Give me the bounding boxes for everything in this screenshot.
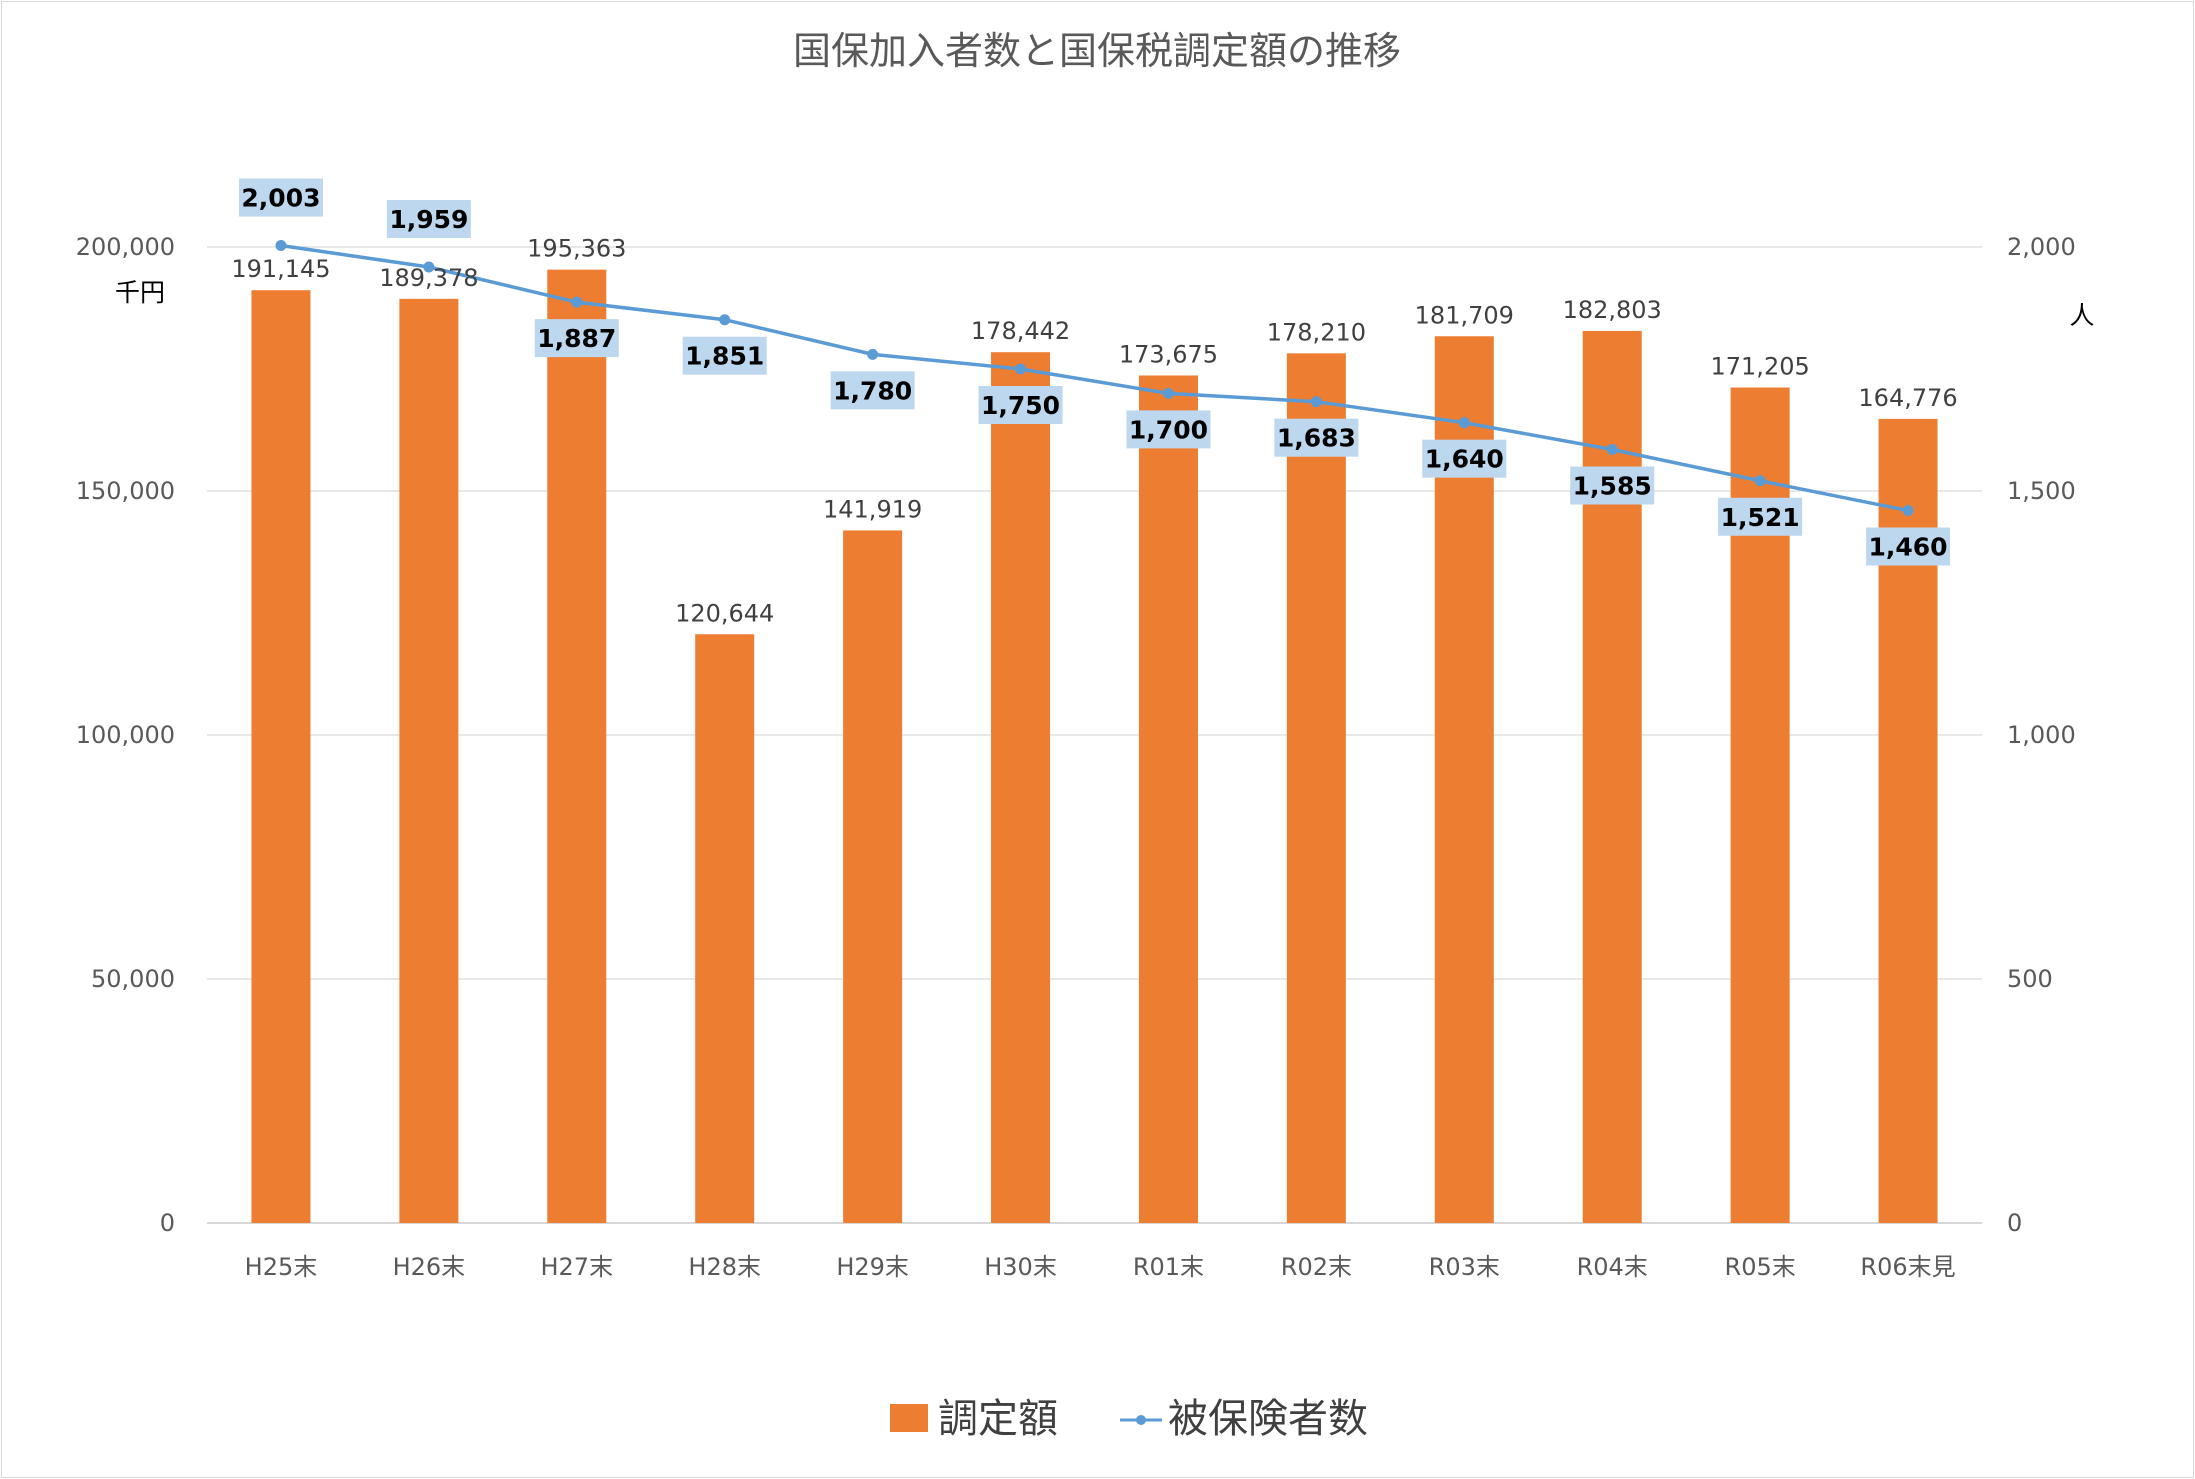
- legend-swatch-bar: [890, 1404, 928, 1432]
- line-data-label: 1,683: [1277, 424, 1356, 453]
- bar-data-label: 181,709: [1415, 301, 1514, 329]
- line-data-label-box: [1274, 418, 1359, 457]
- line-data-label: 2,003: [241, 184, 320, 213]
- right-axis-tick-label: 1,000: [2007, 721, 2076, 749]
- x-axis-tick-label: R01末: [1133, 1253, 1204, 1281]
- line-data-label: 1,521: [1721, 503, 1800, 532]
- x-axis-tick-label: R03末: [1429, 1253, 1500, 1281]
- x-axis-tick-label: H27末: [540, 1253, 613, 1281]
- line-data-label: 1,851: [685, 342, 764, 371]
- bar: [399, 298, 459, 1224]
- line-series: 191,145 189,378 195,363 120,644 141,919 178,4…: [231, 178, 1958, 627]
- line-data-label: 1,887: [537, 324, 616, 353]
- line-data-label-box: [386, 200, 471, 239]
- line-data-label-box: [534, 319, 619, 358]
- series-line: [280, 243, 1909, 513]
- legend-label-line: 被保険者数: [1168, 1396, 1368, 1442]
- chart-title: 国保加入者数と国保税調定額の推移: [793, 29, 1401, 73]
- line-data-label-box: [682, 336, 767, 375]
- bar: [1582, 330, 1642, 1223]
- axes: 0 50,000 100,000 150,000 200,000 0 500 1,000 1,5…: [76, 233, 2076, 1281]
- line-point: [1606, 444, 1618, 456]
- left-axis-tick-label: 50,000: [91, 965, 175, 993]
- left-axis-tick-label: 100,000: [76, 721, 175, 749]
- line-data-label: 1,750: [981, 391, 1060, 420]
- line-data-label-box: [1718, 497, 1803, 536]
- bar: [991, 352, 1051, 1224]
- line-data-label-box: [238, 178, 323, 217]
- right-axis-tick-label: 500: [2007, 965, 2053, 993]
- line-data-label-box: [1422, 439, 1507, 478]
- right-axis-tick-label: 2,000: [2007, 233, 2076, 261]
- line-point: [867, 348, 879, 360]
- line-point: [719, 314, 731, 326]
- line-data-label: 1,640: [1425, 445, 1504, 474]
- right-axis-tick-label: 1,500: [2007, 477, 2076, 505]
- line-point: [1310, 396, 1322, 408]
- x-axis-tick-label: H30末: [984, 1253, 1057, 1281]
- line-point: [1162, 387, 1174, 399]
- x-axis-tick-label: R05末: [1725, 1253, 1796, 1281]
- line-point: [571, 296, 583, 308]
- line-point: [1902, 505, 1914, 517]
- bar-data-label: 191,145: [231, 255, 330, 283]
- line-data-label-box: [1866, 527, 1951, 566]
- line-data-label-box: [830, 371, 915, 410]
- line-data-label: 1,460: [1869, 533, 1948, 562]
- line-data-label-box: [1126, 410, 1211, 449]
- legend: 調定額 被保険者数: [890, 1396, 1368, 1442]
- bar: [1138, 375, 1198, 1223]
- bar: [1286, 353, 1346, 1223]
- line-point: [1015, 363, 1027, 375]
- bar-data-label: 189,378: [379, 264, 478, 292]
- right-axis-tick-label: 0: [2007, 1209, 2022, 1237]
- x-axis-tick-label: R04末: [1577, 1253, 1648, 1281]
- bar: [695, 634, 755, 1223]
- bar-data-label: 171,205: [1711, 353, 1810, 381]
- legend-label-bar: 調定額: [938, 1396, 1058, 1442]
- left-axis-unit: 千円: [115, 278, 165, 307]
- line-data-label-box: [1570, 466, 1655, 505]
- line-data-label: 1,700: [1129, 415, 1208, 444]
- line-data-label: 1,959: [389, 205, 468, 234]
- x-axis-tick-label: H29末: [836, 1253, 909, 1281]
- right-axis-unit: 人: [2069, 301, 2094, 330]
- line-point: [275, 240, 287, 252]
- bar-data-label: 195,363: [527, 235, 626, 263]
- bar-data-label: 173,675: [1119, 340, 1218, 368]
- line-data-label-box: [978, 386, 1063, 424]
- bar: [547, 269, 607, 1224]
- left-axis-tick-label: 0: [160, 1209, 175, 1237]
- legend-swatch-marker: [1136, 1415, 1146, 1425]
- line-data-label: 1,780: [833, 376, 912, 405]
- left-axis-tick-label: 200,000: [76, 233, 175, 261]
- x-axis-tick-label: H28末: [688, 1253, 761, 1281]
- line-point: [423, 261, 435, 273]
- x-axis-tick-label: R02末: [1281, 1253, 1352, 1281]
- line-point: [1754, 475, 1766, 487]
- bar-data-label: 178,210: [1267, 318, 1366, 346]
- bar-data-label: 141,919: [823, 495, 922, 523]
- x-axis-tick-label: H26末: [393, 1253, 466, 1281]
- bar: [251, 290, 311, 1223]
- bar-series: [251, 269, 1938, 1224]
- bar-data-label: 182,803: [1563, 296, 1662, 324]
- line-data-label: 1,585: [1573, 472, 1652, 501]
- gridlines: [207, 246, 1982, 1224]
- line-point: [1458, 417, 1470, 429]
- bar-data-label: 164,776: [1858, 384, 1957, 412]
- x-axis-tick-label: R06末見: [1860, 1253, 1955, 1281]
- bar: [1434, 336, 1494, 1223]
- x-axis-tick-label: H25末: [245, 1253, 318, 1281]
- left-axis-tick-label: 150,000: [76, 477, 175, 505]
- bar-data-label: 178,442: [971, 317, 1070, 345]
- bar: [843, 530, 903, 1223]
- bar-data-label: 120,644: [675, 599, 774, 627]
